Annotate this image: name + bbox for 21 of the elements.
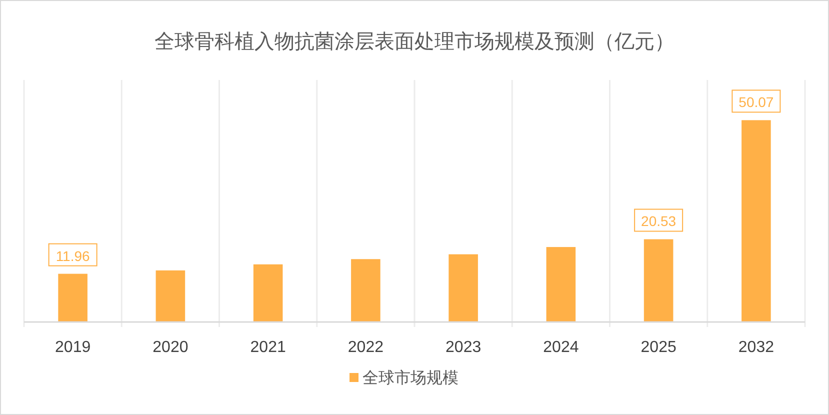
x-tick-label: 2024	[543, 339, 579, 356]
x-tick-label: 2020	[152, 339, 188, 356]
x-tick-label: 2025	[640, 339, 676, 356]
bar	[253, 264, 283, 322]
bar	[58, 274, 88, 322]
bar	[351, 259, 380, 322]
bar	[742, 120, 771, 322]
x-tick-label: 2023	[446, 339, 482, 356]
bar	[448, 254, 478, 322]
bar	[644, 239, 674, 322]
legend-label: 全球市场规模	[362, 369, 458, 387]
bar	[156, 270, 186, 322]
data-label: 11.96	[56, 248, 90, 264]
x-tick-label: 2019	[55, 339, 91, 356]
data-label: 50.07	[738, 94, 774, 110]
data-label: 20.53	[641, 213, 676, 230]
chart-title: 全球骨科植入物抗菌涂层表面处理市场规模及预测（亿元）	[154, 31, 674, 53]
x-tick-label: 2022	[348, 339, 384, 356]
x-tick-label: 2032	[738, 339, 774, 356]
bar	[546, 247, 576, 322]
x-tick-label: 2021	[250, 339, 286, 356]
